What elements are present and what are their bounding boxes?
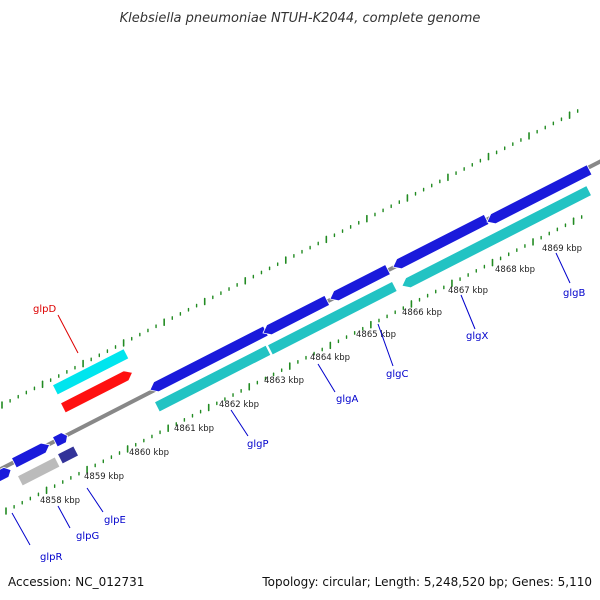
accession-text: Accession: NC_012731 [8, 575, 144, 589]
gene-leader-line [57, 505, 71, 529]
inner-tick-track [5, 215, 583, 515]
gene-leader-line [377, 323, 394, 367]
gene-label-glgP[interactable]: glgP [247, 439, 269, 450]
gene-leader-line [57, 314, 79, 354]
gene-glgC-forward-shape [329, 264, 391, 302]
gene-glgP-reverse-shape [153, 344, 272, 413]
genome-summary-text: Topology: circular; Length: 5,248,520 bp… [261, 575, 592, 589]
gene-glgB-forward-shape [486, 164, 593, 225]
gene-glpE-dark [56, 445, 80, 465]
gene-glpR-forward-shape [0, 466, 12, 484]
gene-leader-line [86, 487, 104, 513]
scale-tick-label: 4864 kbp [310, 353, 350, 363]
gene-leader-line [555, 252, 571, 284]
scale-tick-label: 4863 kbp [264, 376, 304, 386]
gene-leader-line [230, 409, 249, 437]
map-title: Klebsiella pneumoniae NTUH-K2044, comple… [120, 11, 481, 26]
scale-tick-label: 4859 kbp [84, 472, 124, 482]
gene-glgX-forward-shape [392, 213, 490, 270]
gene-glpE-forward-shape [51, 432, 68, 448]
gene-glgC-forward [329, 264, 391, 302]
outer-tick-track [1, 109, 579, 409]
gene-glpD-forward-shape [51, 348, 130, 396]
gene-glgX-forward [392, 213, 490, 270]
gene-track [0, 164, 593, 487]
gene-label-glpG[interactable]: glpG [76, 531, 99, 542]
gene-label-glgC[interactable]: glgC [386, 369, 408, 380]
gene-glpD-forward [51, 348, 130, 396]
gene-glpE-dark-shape [56, 445, 80, 465]
scale-tick-label: 4868 kbp [495, 265, 535, 275]
gene-leader-line [460, 294, 476, 330]
gene-label-glgA[interactable]: glgA [336, 394, 358, 405]
gene-glpG-forward [10, 442, 51, 469]
gene-glgP-reverse [153, 344, 272, 413]
gene-glgX-reverse [401, 185, 593, 289]
gene-label-glgB[interactable]: glgB [563, 288, 585, 299]
gene-glpD-reverse [59, 370, 134, 414]
scale-tick-label: 4861 kbp [174, 424, 214, 434]
gene-label-glpD[interactable]: glpD [33, 304, 56, 315]
gene-glpE-forward [51, 432, 68, 448]
gene-glgA-forward [262, 294, 331, 336]
gene-label-glpE[interactable]: glpE [104, 515, 126, 526]
gene-label-glgX[interactable]: glgX [466, 331, 488, 342]
gene-glgA-reverse [266, 280, 398, 356]
gene-leader-line [317, 363, 336, 393]
gene-glgA-reverse-shape [266, 280, 398, 356]
scale-labels: 4858 kbp 4859 kbp 4860 kbp 4861 kbp 4862… [40, 244, 582, 506]
gene-glpG-pseudo-shape [16, 456, 61, 487]
gene-glgB-forward [486, 164, 593, 225]
gene-glpG-forward-shape [10, 442, 51, 469]
scale-tick-label: 4869 kbp [542, 244, 582, 254]
gene-glgX-reverse-shape [401, 185, 593, 289]
gene-glgP-forward-shape [149, 325, 269, 393]
gene-glgA-forward-shape [262, 294, 331, 336]
scale-tick-label: 4862 kbp [219, 400, 259, 410]
scale-tick-label: 4866 kbp [402, 308, 442, 318]
gene-label-glpR[interactable]: glpR [40, 552, 62, 563]
scale-tick-label: 4867 kbp [448, 286, 488, 296]
gene-glpD-reverse-shape [59, 370, 134, 414]
gene-glgP-forward [149, 325, 269, 393]
gene-glpG-pseudo [16, 456, 61, 487]
gene-labels: glpR glpG glpE glpD glgP glgA glgC glgX … [11, 252, 585, 563]
gene-leader-line [11, 512, 31, 546]
scale-tick-label: 4858 kbp [40, 496, 80, 506]
scale-tick-label: 4865 kbp [356, 330, 396, 340]
scale-tick-label: 4860 kbp [129, 448, 169, 458]
gene-glpR-forward [0, 466, 12, 484]
